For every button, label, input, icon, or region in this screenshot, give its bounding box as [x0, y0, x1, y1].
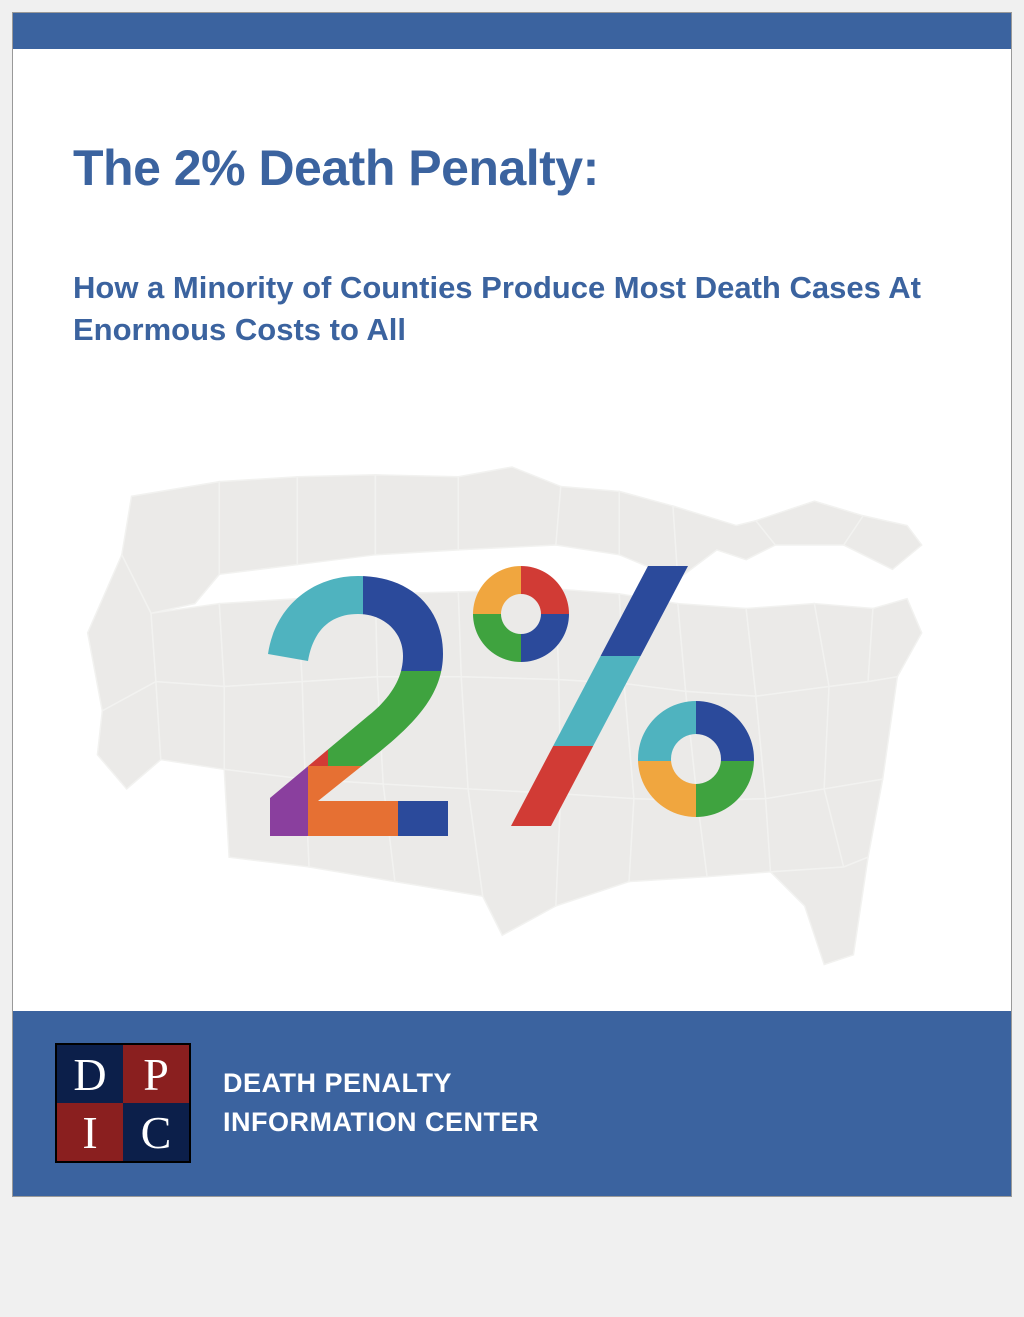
dpic-logo: DPIC	[55, 1043, 191, 1163]
footer-bar: DPIC DEATH PENALTY INFORMATION CENTER	[13, 1011, 1011, 1196]
page-subtitle: How a Minority of Counties Produce Most …	[73, 267, 951, 351]
page-title: The 2% Death Penalty:	[73, 139, 951, 197]
digit-2-icon	[258, 576, 458, 836]
page: The 2% Death Penalty: How a Minority of …	[12, 12, 1012, 1197]
footer-line-2: INFORMATION CENTER	[223, 1107, 539, 1138]
logo-cell-d: D	[57, 1045, 123, 1103]
footer-line-1: DEATH PENALTY	[223, 1068, 539, 1099]
logo-cell-c: C	[123, 1103, 189, 1161]
two-percent-label	[258, 576, 766, 836]
logo-cell-i: I	[57, 1103, 123, 1161]
content-area: The 2% Death Penalty: How a Minority of …	[13, 49, 1011, 1011]
percent-icon	[466, 566, 766, 826]
map-graphic	[73, 431, 951, 981]
logo-cell-p: P	[123, 1045, 189, 1103]
footer-text: DEATH PENALTY INFORMATION CENTER	[223, 1068, 539, 1138]
top-bar	[13, 13, 1011, 49]
